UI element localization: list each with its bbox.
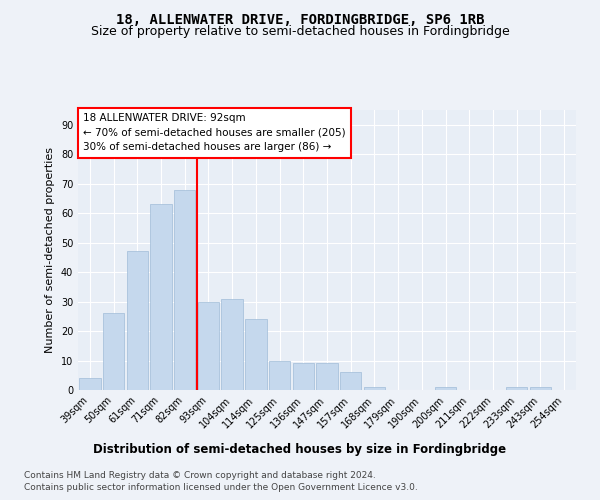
Bar	[198, 302, 219, 390]
Text: Contains HM Land Registry data © Crown copyright and database right 2024.: Contains HM Land Registry data © Crown c…	[24, 471, 376, 480]
Bar	[530, 387, 551, 390]
Text: Distribution of semi-detached houses by size in Fordingbridge: Distribution of semi-detached houses by …	[94, 442, 506, 456]
Bar	[364, 387, 385, 390]
Bar	[221, 298, 243, 390]
Bar	[340, 372, 361, 390]
Text: Size of property relative to semi-detached houses in Fordingbridge: Size of property relative to semi-detach…	[91, 25, 509, 38]
Bar	[103, 314, 124, 390]
Bar	[269, 360, 290, 390]
Text: 18, ALLENWATER DRIVE, FORDINGBRIDGE, SP6 1RB: 18, ALLENWATER DRIVE, FORDINGBRIDGE, SP6…	[116, 12, 484, 26]
Bar	[174, 190, 196, 390]
Bar	[316, 364, 338, 390]
Text: Contains public sector information licensed under the Open Government Licence v3: Contains public sector information licen…	[24, 484, 418, 492]
Bar	[151, 204, 172, 390]
Y-axis label: Number of semi-detached properties: Number of semi-detached properties	[45, 147, 55, 353]
Bar	[79, 378, 101, 390]
Bar	[127, 252, 148, 390]
Bar	[245, 320, 266, 390]
Bar	[293, 364, 314, 390]
Bar	[435, 387, 456, 390]
Text: 18 ALLENWATER DRIVE: 92sqm
← 70% of semi-detached houses are smaller (205)
30% o: 18 ALLENWATER DRIVE: 92sqm ← 70% of semi…	[83, 113, 346, 152]
Bar	[506, 387, 527, 390]
